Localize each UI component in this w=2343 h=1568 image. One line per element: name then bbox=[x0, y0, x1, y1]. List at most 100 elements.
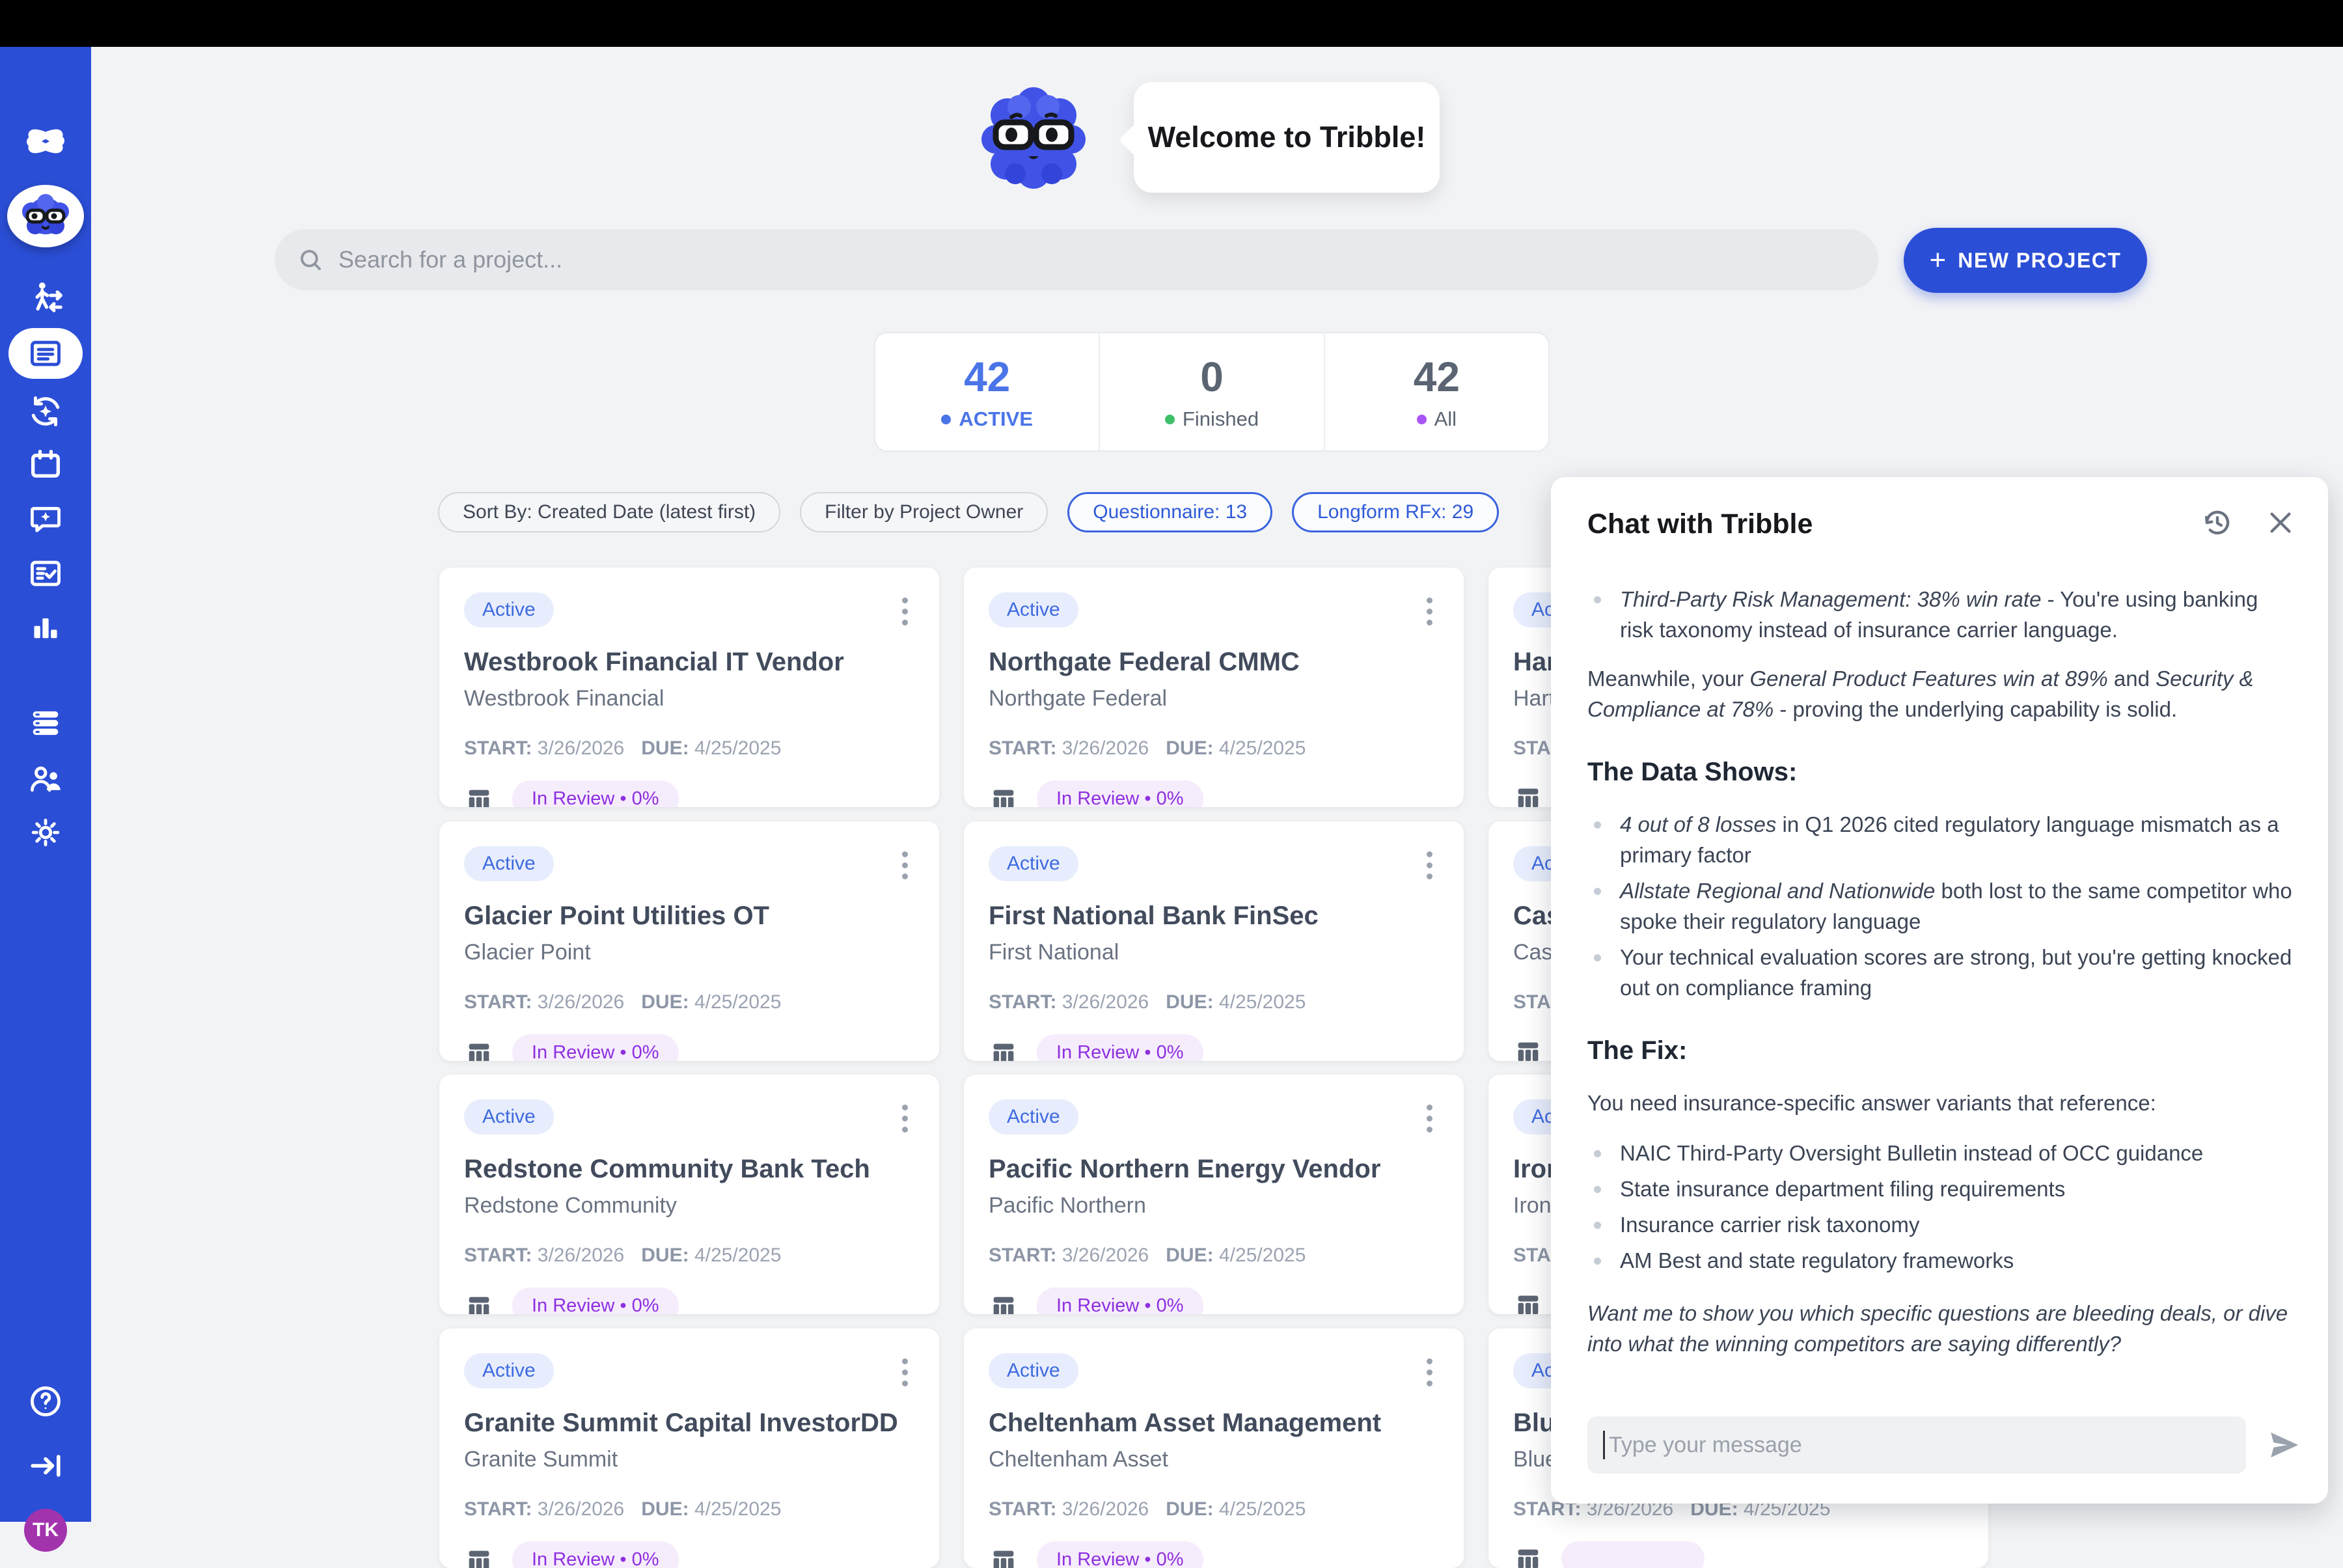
help-icon bbox=[27, 1382, 64, 1420]
review-status-pill: In Review • 0% bbox=[512, 780, 679, 807]
stat-active[interactable]: 42 ACTIVE bbox=[875, 333, 1099, 450]
project-card[interactable]: Active Cheltenham Asset Management Chelt… bbox=[964, 1328, 1464, 1568]
chat-bullet: Allstate Regional and Nationwide both lo… bbox=[1587, 875, 2295, 937]
sidebar-item-collapse[interactable] bbox=[27, 1448, 64, 1484]
project-card[interactable]: Active Westbrook Financial IT Vendor Wes… bbox=[439, 568, 939, 807]
table-icon bbox=[989, 1038, 1019, 1062]
stat-finished[interactable]: 0 Finished bbox=[1099, 333, 1323, 450]
filter-chips: Sort By: Created Date (latest first) Fil… bbox=[438, 492, 1499, 532]
project-subtitle: Northgate Federal bbox=[989, 686, 1439, 711]
user-initials: TK bbox=[24, 1509, 67, 1552]
project-subtitle: First National bbox=[989, 940, 1439, 965]
sort-by-chip[interactable]: Sort By: Created Date (latest first) bbox=[438, 492, 780, 532]
status-badge: Active bbox=[464, 846, 554, 881]
chat-heading-the-fix: The Fix: bbox=[1587, 1036, 2295, 1066]
project-card[interactable]: Active Northgate Federal CMMC Northgate … bbox=[964, 568, 1464, 807]
card-menu-button[interactable] bbox=[1420, 1353, 1439, 1392]
sync-sparkle-icon bbox=[26, 392, 65, 431]
project-title: First National Bank FinSec bbox=[989, 901, 1439, 931]
status-badge: Active bbox=[989, 1099, 1078, 1135]
project-title: Cheltenham Asset Management bbox=[989, 1409, 1439, 1438]
chat-panel: Chat with Tribble Third-Party Risk Manag… bbox=[1551, 477, 2328, 1504]
chat-history-button[interactable] bbox=[2200, 506, 2234, 543]
review-status-pill: In Review • 0% bbox=[1037, 1287, 1203, 1314]
project-title: Pacific Northern Energy Vendor bbox=[989, 1155, 1439, 1184]
project-subtitle: Granite Summit bbox=[464, 1447, 914, 1472]
project-card[interactable]: Active Granite Summit Capital InvestorDD… bbox=[439, 1328, 939, 1568]
sidebar-item-settings[interactable] bbox=[27, 814, 64, 851]
table-icon bbox=[464, 1038, 494, 1062]
chat-close-button[interactable] bbox=[2266, 508, 2295, 541]
table-icon bbox=[464, 784, 494, 808]
project-subtitle: Redstone Community bbox=[464, 1193, 914, 1218]
mascot-avatar[interactable] bbox=[7, 185, 84, 247]
status-badge: Active bbox=[464, 1099, 554, 1135]
sidebar-item-sync[interactable] bbox=[26, 392, 65, 431]
table-icon bbox=[1513, 1544, 1543, 1568]
card-menu-button[interactable] bbox=[1420, 592, 1439, 631]
card-menu-button[interactable] bbox=[896, 592, 914, 631]
welcome-text: Welcome to Tribble! bbox=[1148, 120, 1426, 154]
project-card[interactable]: Active Pacific Northern Energy Vendor Pa… bbox=[964, 1075, 1464, 1314]
longform-rfx-chip[interactable]: Longform RFx: 29 bbox=[1292, 492, 1499, 532]
chat-input-placeholder: Type your message bbox=[1609, 1433, 1802, 1458]
sidebar-item-people[interactable] bbox=[27, 760, 64, 798]
chat-bullet: NAIC Third-Party Oversight Bulletin inst… bbox=[1587, 1138, 2295, 1168]
calendar-icon bbox=[27, 445, 64, 483]
card-menu-button[interactable] bbox=[896, 1353, 914, 1392]
thumbs-down-button[interactable]: 0 bbox=[1671, 1388, 1720, 1389]
chat-input-row: Type your message bbox=[1587, 1416, 2302, 1474]
project-title: Granite Summit Capital InvestorDD bbox=[464, 1409, 914, 1438]
search-input[interactable]: Search for a project... bbox=[275, 229, 1878, 290]
mini-mascot-icon bbox=[16, 193, 75, 239]
chat-message-input[interactable]: Type your message bbox=[1587, 1416, 2246, 1474]
chat-title: Chat with Tribble bbox=[1587, 508, 1813, 540]
user-avatar[interactable]: TK bbox=[24, 1509, 67, 1552]
sidebar-item-agent-transfer[interactable] bbox=[25, 279, 66, 319]
sidebar-item-help[interactable] bbox=[27, 1382, 64, 1420]
tribble-logo-icon[interactable] bbox=[24, 120, 67, 163]
status-badge: Active bbox=[989, 1353, 1078, 1388]
questionnaire-chip[interactable]: Questionnaire: 13 bbox=[1067, 492, 1272, 532]
chat-bullet: AM Best and state regulatory frameworks bbox=[1587, 1245, 2295, 1276]
card-menu-button[interactable] bbox=[896, 846, 914, 885]
filter-owner-chip[interactable]: Filter by Project Owner bbox=[800, 492, 1048, 532]
table-icon bbox=[1513, 1037, 1543, 1062]
thumbs-up-button[interactable]: 0 bbox=[1587, 1388, 1637, 1389]
project-card[interactable]: Active Redstone Community Bank Tech Reds… bbox=[439, 1075, 939, 1314]
chat-header: Chat with Tribble bbox=[1587, 506, 2295, 543]
plus-icon: + bbox=[1930, 246, 1947, 275]
agent-transfer-icon bbox=[25, 279, 66, 319]
table-icon bbox=[989, 1291, 1019, 1315]
chat-sparkle-icon bbox=[27, 500, 64, 538]
project-subtitle: Westbrook Financial bbox=[464, 686, 914, 711]
project-card[interactable]: Active Glacier Point Utilities OT Glacie… bbox=[439, 821, 939, 1061]
send-button[interactable] bbox=[2266, 1427, 2302, 1463]
project-title: Glacier Point Utilities OT bbox=[464, 901, 914, 931]
arrow-to-bar-icon bbox=[27, 1448, 64, 1484]
sidebar-item-projects-active[interactable] bbox=[8, 328, 83, 379]
chat-bullet: State insurance department filing requir… bbox=[1587, 1174, 2295, 1204]
history-icon bbox=[2200, 506, 2234, 540]
card-menu-button[interactable] bbox=[1420, 1099, 1439, 1138]
status-badge: Active bbox=[989, 846, 1078, 881]
project-card[interactable]: Active First National Bank FinSec First … bbox=[964, 821, 1464, 1061]
sidebar-item-chat[interactable] bbox=[27, 500, 64, 538]
sidebar-item-analytics[interactable] bbox=[27, 609, 64, 646]
checklist-icon bbox=[27, 555, 64, 592]
project-subtitle: Pacific Northern bbox=[989, 1193, 1439, 1218]
card-menu-button[interactable] bbox=[1420, 846, 1439, 885]
sidebar-item-content[interactable] bbox=[27, 704, 64, 742]
stat-all[interactable]: 42 All bbox=[1324, 333, 1548, 450]
tribble-mascot bbox=[975, 79, 1092, 197]
card-menu-button[interactable] bbox=[896, 1099, 914, 1138]
new-project-button[interactable]: + NEW PROJECT bbox=[1904, 228, 2147, 293]
sidebar-item-checklist[interactable] bbox=[27, 555, 64, 592]
project-stats-card: 42 ACTIVE 0 Finished 42 All bbox=[874, 332, 1550, 452]
sidebar-item-calendar[interactable] bbox=[27, 445, 64, 483]
chat-paragraph: Meanwhile, your General Product Features… bbox=[1587, 663, 2295, 724]
